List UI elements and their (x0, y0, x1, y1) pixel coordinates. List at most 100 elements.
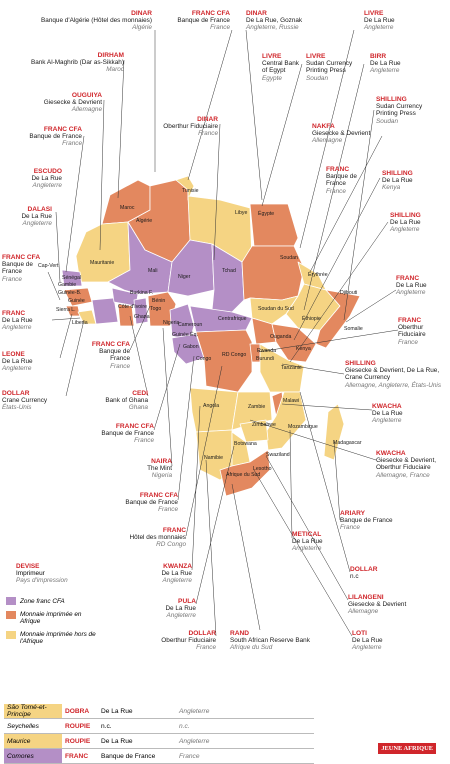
country-name: Côte d'Ivoire (118, 304, 147, 310)
printer-country: France (62, 140, 82, 148)
currency-label-livre1: LIVRE De La Rue Angleterre (364, 10, 444, 32)
printer-country: Angleterre (370, 67, 400, 75)
region-cote-ivoire (91, 297, 119, 325)
currency-name: PULA (178, 598, 196, 605)
currency-name: FRANC (162, 527, 186, 534)
printer-country: Allemagne (348, 608, 379, 616)
printer-country: Angleterre (364, 24, 394, 32)
legend-printer: Imprimeur (16, 570, 45, 578)
country-name: Djibouti (340, 290, 358, 296)
region-rdcongo (195, 329, 253, 393)
country-name: Ouganda (270, 334, 292, 340)
printer-name: Banque de France (2, 261, 33, 276)
country-name: Botswana (234, 441, 257, 447)
currency-name: FRANC (398, 317, 422, 324)
country-name: Cap-Vert (38, 263, 59, 269)
country-name: Zambie (248, 404, 266, 410)
legend-text-outside: Monnaie imprimée hors de l'Afrique (20, 631, 96, 645)
currency-name: LEONE (2, 351, 25, 358)
currency-label-dollar3: DOLLAR Oberthur Fiduciaire France (140, 630, 216, 652)
currency-name: SHILLING (390, 212, 421, 219)
currency-name: FRANC CFA (43, 126, 82, 133)
printer-name: De La Rue (292, 538, 323, 546)
country-name: Maroc (120, 205, 135, 211)
printer-name: Banque de France (29, 133, 82, 141)
island-printer: De La Rue (98, 733, 176, 749)
legend-item-outside: Monnaie imprimée hors de l'Afrique (6, 631, 116, 647)
country-name: Congo (196, 356, 212, 362)
printer-name: Oberthur Fiduciaire (398, 324, 426, 339)
island-currency: ROUPIE (62, 718, 98, 734)
island-printer: De La Rue (98, 704, 176, 719)
printer-country: Angleterre (22, 220, 53, 228)
printer-country: Allemagne, Angleterre, États-Unis (345, 381, 442, 389)
country-name: Mali (148, 268, 158, 274)
currency-name: SHILLING (376, 96, 407, 103)
currency-label-shilling4: SHILLING Giesecke & Devrient, De La Rue, … (345, 360, 445, 389)
currency-label-soudan: LIVRE Sudan Currency Printing Press Soudan (306, 53, 356, 82)
currency-name: OUGUIYA (71, 92, 102, 99)
country-name: Nigeria (163, 320, 180, 326)
country-name: Madagascar (333, 440, 362, 446)
printer-name: Banque de France (326, 173, 357, 188)
currency-name: BIRR (370, 53, 387, 60)
currency-label-kwanza: KWANZA De La Rue Angleterre (138, 563, 192, 585)
table-row: Seychelles ROUPIE n.c. n.c. (4, 718, 314, 734)
country-name: Érythrée (308, 272, 328, 278)
currency-label-leone: LEONE De La Rue Angleterre (2, 351, 57, 373)
printer-country: Angleterre (162, 577, 193, 585)
region-tunisie (175, 175, 195, 201)
currency-name: NAKFA (312, 123, 335, 130)
country-name: Algérie (136, 218, 153, 224)
currency-name: DOLLAR (2, 390, 30, 397)
island-printer-country: France (176, 748, 314, 764)
island-country: Comores (4, 748, 62, 764)
currency-name: LIVRE (262, 53, 282, 60)
currency-label-francfa3: FRANC CFA Banque de France France (2, 254, 46, 283)
currency-label-egypte1: DINAR De La Rue, Goznak Angleterre, Russie (246, 10, 336, 32)
country-name: Tchad (222, 268, 236, 274)
currency-label-nakfa: NAKFA Giesecke & Devrient Allemagne (312, 123, 382, 145)
currency-label-loti: LOTI De La Rue Angleterre (352, 630, 412, 652)
currency-label-algerie: DINAR Banque d'Algérie (Hôtel des monnaie… (4, 10, 152, 32)
currency-label-franc4: FRANC De La Rue Angleterre (396, 275, 446, 297)
printer-country: France (2, 275, 22, 283)
printer-country: France (326, 187, 346, 195)
currency-name: DIRHAM (97, 52, 124, 59)
printer-name: n.c (350, 573, 359, 581)
africa-map (47, 29, 399, 637)
currency-name: DINAR (197, 116, 218, 123)
island-country: Maurice (4, 733, 62, 749)
printer-name: Sudan Currency Printing Press (376, 103, 423, 118)
printer-country: Angleterre (352, 644, 382, 652)
currency-name: KWACHA (376, 450, 406, 457)
printer-country: Angleterre, Russie (246, 24, 299, 32)
currency-name: KWANZA (163, 563, 192, 570)
printer-country: États-Unis (2, 404, 32, 412)
printer-name: Banque de France (340, 517, 393, 525)
printer-name: Giesecke & Devrient (312, 130, 371, 138)
printer-country: Angleterre (2, 365, 32, 373)
currency-name: DINAR (131, 10, 152, 17)
printer-name: Oberthur Fiduciaire (161, 637, 216, 645)
currency-label-dinar3: DINAR Oberthur Fiduciaire France (158, 116, 218, 138)
country-name: Mozambique (288, 424, 318, 430)
printer-country: Allemagne (312, 137, 343, 145)
region-madagascar (323, 403, 345, 461)
country-name: Somalie (344, 326, 363, 332)
printer-name: De La Rue (390, 219, 421, 227)
legend-swatch-outside (6, 631, 16, 639)
printer-name: Bank of Ghana (105, 397, 148, 405)
printer-name: De La Rue (370, 60, 401, 68)
region-mozambique (265, 391, 307, 451)
country-name: Éthiopie (302, 316, 321, 322)
currency-label-dollar2: DOLLAR n.c (350, 566, 410, 580)
region-angola (189, 387, 239, 433)
printer-country: France (110, 362, 130, 370)
country-name: RD Congo (222, 352, 247, 358)
printer-name: De La Rue (396, 282, 427, 290)
country-name: Kenya (296, 346, 311, 352)
currency-label-francfa1: FRANC CFA Banque de France France (2, 126, 82, 148)
currency-name: DINAR (246, 10, 267, 17)
country-name: Burkina F. (130, 290, 154, 296)
